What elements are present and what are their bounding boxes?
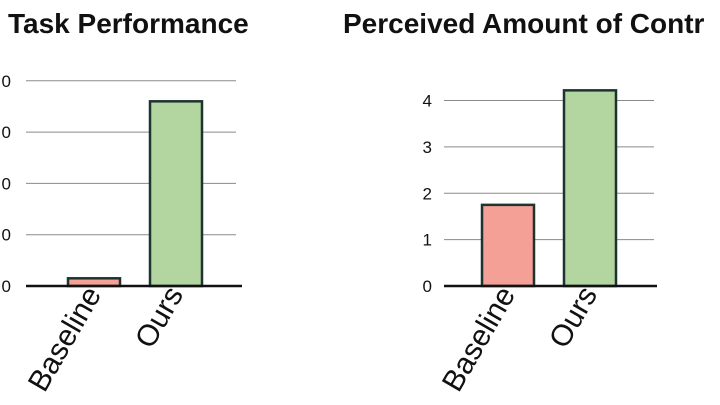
x-category-label: Ours: [129, 281, 190, 354]
x-category-label: Ours: [543, 281, 604, 354]
y-tick-label: 1: [423, 231, 432, 250]
bar-ours: [562, 89, 618, 288]
chart-panel-task-performance: 0 0 0 0 0 Baseline Ours: [2, 72, 242, 397]
y-tick-label: 0: [2, 174, 11, 193]
bar-ours: [148, 100, 204, 288]
x-category-label: Baseline: [22, 281, 108, 397]
y-tick-label: 4: [423, 92, 432, 111]
y-tick-label: 0: [2, 277, 11, 296]
y-tick-label: 2: [423, 184, 432, 203]
chart-panel-perceived-control: 0 1 2 3 4 Baseline Ours: [423, 89, 657, 397]
chart-title-task-performance: Task Performance: [8, 8, 249, 39]
y-tick-label: 0: [423, 277, 432, 296]
y-tick-label: 0: [2, 72, 11, 91]
x-category-label: Baseline: [436, 281, 522, 397]
chart-title-perceived-control: Perceived Amount of Contr: [343, 8, 705, 39]
y-tick-label: 0: [2, 123, 11, 142]
y-tick-label: 0: [2, 226, 11, 245]
bar-baseline: [480, 203, 536, 288]
y-tick-label: 3: [423, 138, 432, 157]
